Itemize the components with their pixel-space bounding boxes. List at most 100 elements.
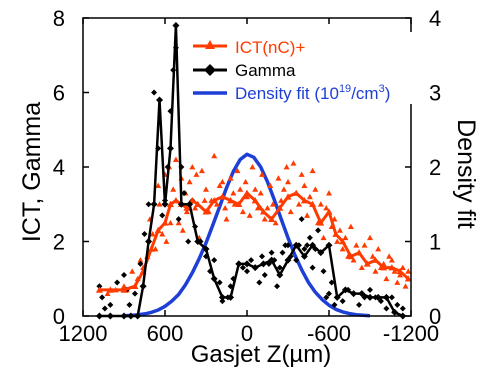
ict-line-marker [166,200,174,208]
ict-line-marker [317,219,325,226]
y-right-tick-label: 3 [429,81,441,106]
gamma-scatter-point [248,257,255,264]
legend-label-density: Density fit (1019/cm3) [235,83,390,103]
ict-scatter-point [295,201,302,207]
ict-line-marker [325,208,333,215]
ict-scatter-point [372,268,379,274]
gamma-line-marker [382,293,390,301]
ict-scatter-point [216,182,223,189]
ict-scatter-point [350,257,357,263]
ict-scatter-point [172,156,179,162]
legend: ICT(nC)+ Gamma Density fit (1019/cm3) [189,32,423,104]
gamma-scatter-point [185,238,192,245]
gamma-scatter-point [298,216,305,223]
gamma-line-marker [243,260,251,268]
ict-scatter-point [342,234,349,241]
gamma-scatter-point [293,257,300,264]
ict-scatter-point [375,245,382,252]
gamma-scatter-point [304,242,311,249]
gamma-scatter-point [315,227,322,234]
gamma-scatter-point [244,268,250,275]
y-right-tick-label: 2 [429,155,441,180]
ict-scatter-point [203,186,209,192]
ict-scatter-point [257,190,264,196]
gamma-line-marker [259,260,267,268]
gamma-scatter-point [274,283,281,290]
gamma-line-marker [210,275,218,283]
ict-scatter-point [156,201,163,207]
ict-line-marker [347,252,355,260]
ict-scatter-point [244,193,250,200]
ict-line-marker [147,245,155,252]
legend-label-density-exp2: 3 [379,83,385,95]
gamma-scatter-point [99,294,106,301]
gamma-line-marker [202,245,210,253]
ict-scatter-point [193,171,200,177]
gamma-scatter-point [320,268,327,275]
y-left-tick-label: 6 [53,81,65,106]
gamma-scatter-point [268,249,275,256]
gamma-scatter-point [388,294,395,301]
gamma-scatter-point [114,279,121,286]
gamma-line-marker [276,271,284,279]
gamma-line-marker [268,256,276,264]
series-line-gamma [99,24,404,318]
gamma-scatter-point [175,216,182,223]
ict-scatter-point [304,212,311,218]
ict-line-marker [355,249,363,256]
ict-line-marker [268,215,276,222]
ict-scatter-point [137,257,144,263]
x-axis-label: Gasjet Z(µm) [191,341,332,368]
gamma-line-marker [251,264,259,272]
gamma-line-marker [227,293,235,301]
gamma-scatter-point [399,305,406,312]
gamma-scatter-point [107,301,114,308]
y-left-tick-label: 0 [53,304,65,329]
gamma-scatter-point [261,272,268,279]
ict-scatter-point [287,208,294,215]
series-line-ict [99,191,410,292]
ict-scatter-point [261,216,268,222]
gamma-scatter-point [309,264,316,271]
ict-scatter-point [386,253,393,259]
ict-scatter-point [402,283,409,289]
ict-line-marker [202,208,210,215]
x-tick-label: 0 [241,321,253,346]
ict-line-marker [339,238,347,245]
ict-scatter-point [230,190,237,196]
ict-line-marker [371,256,379,263]
ict-line-marker [380,264,388,271]
ict-scatter-point [192,204,199,211]
ict-scatter-point [198,167,205,174]
gamma-scatter-point [285,242,291,249]
ict-scatter-point [213,201,220,207]
ict-scatter-point [179,227,186,233]
gamma-scatter-point [339,298,346,305]
ict-scatter-point [306,193,313,200]
ict-scatter-point [394,279,401,285]
y-axis-right-label: Density fit [452,119,480,229]
ict-line-marker [243,189,251,196]
ict-scatter-point [388,257,395,263]
gamma-line-marker [145,238,153,245]
gamma-line-marker [139,282,147,290]
gamma-line-marker [309,241,317,249]
ict-scatter-point [264,204,271,211]
ict-scatter-point [283,164,290,170]
gamma-scatter-point [259,253,266,260]
ict-line-marker [183,204,191,211]
ict-line-marker [218,193,226,200]
x-tick-label: -600 [307,321,351,346]
y-right-tick-label: 1 [429,230,441,255]
gamma-line-marker [300,252,308,260]
ict-scatter-point [259,171,266,177]
gamma-scatter-point [121,272,127,279]
ict-line-marker [259,208,267,215]
ict-scatter-point [320,234,327,241]
gamma-line-marker [292,241,300,249]
ict-scatter-point [269,201,276,207]
ict-scatter-point [290,160,297,166]
gamma-scatter-point [279,249,286,256]
